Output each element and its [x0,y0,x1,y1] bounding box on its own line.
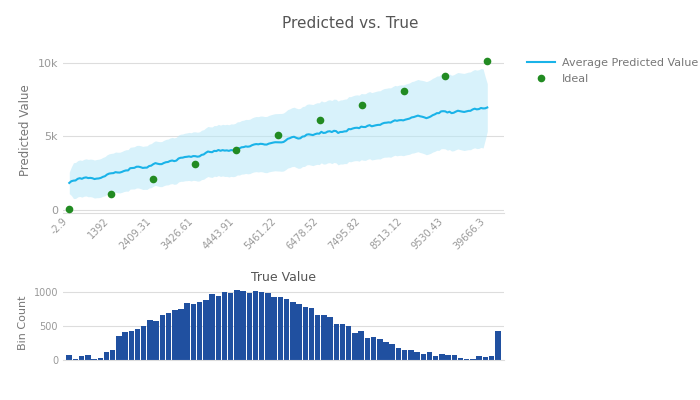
Bar [116,336,122,360]
Bar [309,308,314,360]
Title: True Value: True Value [251,271,316,284]
Bar [246,293,252,360]
Bar [384,342,388,360]
Line: Average Predicted Value: Average Predicted Value [69,108,487,183]
Bar [265,293,271,360]
Average Predicted Value [462,109,470,114]
Average Predicted Value [90,177,99,182]
Average Predicted Value [65,180,74,185]
Bar [315,314,321,360]
Bar [203,300,209,360]
Bar [470,359,476,360]
Legend: Average Predicted Value, Ideal: Average Predicted Value, Ideal [523,54,700,88]
Ideal [441,74,449,78]
Bar [389,344,395,360]
Bar [482,356,488,360]
Bar [185,303,190,360]
Ideal [65,206,74,211]
Y-axis label: Predicted Value: Predicted Value [19,85,32,176]
Bar [414,352,420,360]
Ideal [107,192,116,196]
Bar [402,350,407,360]
Bar [445,355,451,360]
Ideal [190,162,199,167]
Bar [340,324,345,360]
Bar [352,333,358,360]
Bar [147,320,153,360]
Bar [278,297,283,360]
Line: Ideal: Ideal [66,58,491,212]
Bar [104,352,109,360]
Ideal [148,177,157,182]
Bar [222,292,228,360]
Bar [477,356,482,360]
Y-axis label: Bin Count: Bin Count [18,295,28,350]
Ideal [232,147,241,152]
Bar [259,292,265,360]
Average Predicted Value [447,111,456,116]
Bar [495,331,500,360]
Bar [129,331,134,360]
Bar [190,304,196,360]
Bar [334,324,339,360]
Ideal [483,59,491,64]
Bar [377,339,382,360]
Bar [234,290,239,360]
Bar [302,307,308,360]
Bar [197,302,202,360]
Bar [97,358,103,360]
Bar [464,359,470,360]
Bar [296,304,302,360]
Average Predicted Value [82,175,90,180]
Bar [153,321,159,360]
Bar [209,294,215,360]
Bar [458,358,463,360]
Bar [79,356,85,360]
Bar [328,317,332,360]
Bar [135,328,140,360]
Bar [166,313,172,360]
Bar [284,299,289,360]
Text: Predicted vs. True: Predicted vs. True [281,16,419,31]
Bar [172,310,178,360]
Bar [110,350,116,360]
Bar [290,302,295,360]
Bar [439,354,444,360]
Ideal [274,132,283,137]
Bar [395,348,401,360]
Bar [73,359,78,360]
Ideal [316,118,324,122]
Bar [160,315,165,360]
Bar [433,356,438,360]
Bar [346,326,351,360]
Bar [91,359,97,360]
Bar [272,297,277,360]
Average Predicted Value [483,105,491,110]
Bar [452,355,457,360]
Bar [427,352,432,360]
Bar [178,309,183,360]
Bar [122,332,128,360]
Bar [216,296,221,360]
Bar [66,355,72,360]
Bar [358,331,364,360]
Bar [85,356,90,360]
Bar [321,315,327,360]
Ideal [400,88,408,93]
Average Predicted Value [143,165,151,170]
Bar [141,326,146,360]
Bar [371,338,377,360]
Average Predicted Value [176,155,185,160]
Bar [365,338,370,360]
Bar [408,350,414,360]
Bar [421,354,426,360]
Bar [253,291,258,360]
Bar [228,293,233,360]
Ideal [358,103,366,108]
Bar [489,356,494,360]
Bar [240,291,246,360]
